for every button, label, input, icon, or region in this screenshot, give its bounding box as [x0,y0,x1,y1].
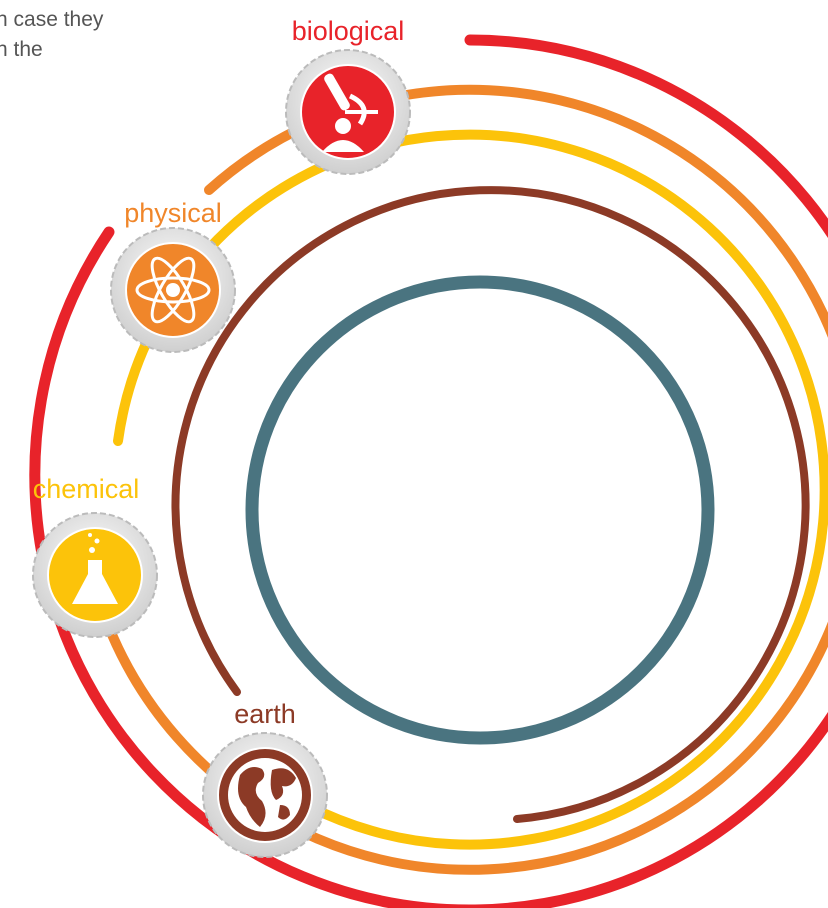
node-label: chemical [33,474,140,504]
node-label: physical [124,198,222,228]
node-label: earth [234,699,296,729]
ring-center [252,282,708,738]
paragraph-line: n the [0,38,43,61]
page: {"paragraph": {"lines": ["n case they", … [0,0,828,908]
node-label: biological [292,16,405,46]
badge-earth [203,733,327,857]
badge-biological [286,50,410,174]
badge-chemical [33,513,157,637]
badge-physical [111,228,235,352]
diagram: n case they n the biological physical ch… [0,0,828,908]
paragraph-line: n case they [0,8,104,31]
